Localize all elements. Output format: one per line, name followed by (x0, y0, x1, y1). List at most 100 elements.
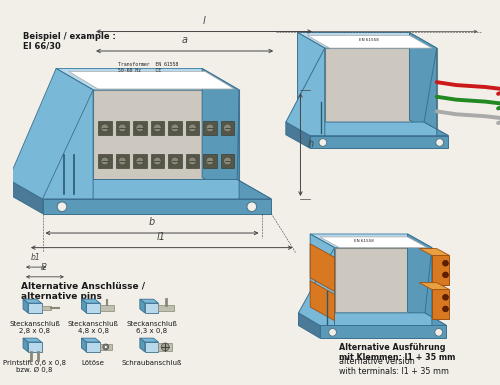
Circle shape (206, 157, 214, 165)
Polygon shape (23, 338, 28, 352)
Bar (168, 154, 181, 168)
Text: Alternative Anschlüsse /
alternative pins: Alternative Anschlüsse / alternative pin… (21, 282, 145, 301)
Circle shape (224, 124, 232, 132)
Polygon shape (424, 48, 448, 136)
Polygon shape (334, 248, 432, 325)
Polygon shape (23, 338, 42, 342)
Polygon shape (286, 122, 448, 136)
Bar (203, 154, 216, 168)
Polygon shape (298, 313, 446, 325)
Polygon shape (140, 299, 158, 303)
Circle shape (188, 124, 196, 132)
Polygon shape (86, 303, 100, 313)
Circle shape (442, 306, 448, 312)
Polygon shape (8, 69, 93, 199)
Circle shape (162, 343, 169, 351)
Polygon shape (144, 303, 158, 313)
Polygon shape (8, 90, 93, 199)
Polygon shape (419, 283, 450, 290)
Polygon shape (310, 281, 334, 321)
Polygon shape (298, 248, 334, 325)
Polygon shape (432, 290, 450, 319)
Polygon shape (310, 136, 448, 148)
Circle shape (319, 139, 326, 146)
Polygon shape (8, 179, 42, 214)
Polygon shape (28, 303, 42, 313)
Polygon shape (140, 299, 144, 313)
Text: l1: l1 (157, 232, 166, 242)
Bar (98, 121, 112, 135)
Text: Schraubanschluß: Schraubanschluß (122, 360, 182, 366)
Polygon shape (158, 305, 174, 311)
Text: EN 61558: EN 61558 (359, 38, 378, 42)
Text: l: l (202, 16, 205, 26)
Text: EN 61558: EN 61558 (354, 239, 374, 243)
Polygon shape (42, 199, 272, 214)
Circle shape (171, 157, 179, 165)
Polygon shape (56, 69, 93, 199)
Circle shape (57, 202, 67, 212)
Bar (98, 154, 112, 168)
Polygon shape (286, 122, 310, 148)
Text: Alternative Ausführung
mit Klemmen: l1 + 35 mm: Alternative Ausführung mit Klemmen: l1 +… (340, 343, 456, 362)
Text: h: h (308, 139, 314, 149)
Text: b1: b1 (31, 253, 40, 262)
Circle shape (118, 157, 126, 165)
Polygon shape (308, 35, 432, 48)
Polygon shape (42, 306, 51, 310)
Circle shape (435, 328, 442, 336)
Polygon shape (298, 313, 320, 338)
Polygon shape (93, 90, 239, 199)
Polygon shape (82, 338, 86, 352)
Polygon shape (86, 342, 100, 352)
Circle shape (136, 157, 143, 165)
Polygon shape (56, 69, 239, 90)
Polygon shape (82, 299, 86, 313)
Polygon shape (82, 338, 100, 342)
Polygon shape (23, 299, 42, 303)
Bar (133, 121, 146, 135)
Bar (150, 154, 164, 168)
Polygon shape (310, 234, 432, 248)
Polygon shape (408, 234, 432, 325)
Polygon shape (298, 32, 436, 48)
Polygon shape (419, 249, 450, 255)
Polygon shape (425, 248, 446, 325)
Polygon shape (320, 237, 427, 248)
Polygon shape (237, 90, 272, 199)
Bar (220, 154, 234, 168)
Polygon shape (202, 69, 239, 199)
Polygon shape (144, 342, 158, 352)
Circle shape (442, 260, 448, 266)
Polygon shape (310, 234, 334, 325)
Circle shape (136, 124, 143, 132)
Text: alternative version
with terminals: l1 + 35 mm: alternative version with terminals: l1 +… (340, 357, 450, 376)
Circle shape (206, 124, 214, 132)
Polygon shape (8, 179, 272, 199)
Text: Steckanschluß
4,8 x 0,8: Steckanschluß 4,8 x 0,8 (68, 321, 118, 334)
Circle shape (188, 157, 196, 165)
Circle shape (328, 328, 336, 336)
Bar (186, 121, 199, 135)
Polygon shape (320, 325, 446, 338)
Circle shape (104, 345, 107, 348)
Circle shape (442, 272, 448, 278)
Polygon shape (158, 343, 172, 351)
Circle shape (436, 139, 444, 146)
Bar (186, 154, 199, 168)
Polygon shape (100, 344, 112, 350)
Text: Beispiel / example :
EI 66/30: Beispiel / example : EI 66/30 (23, 32, 116, 51)
Bar (133, 154, 146, 168)
Text: Steckanschluß
6,3 x 0,8: Steckanschluß 6,3 x 0,8 (126, 321, 177, 334)
Polygon shape (325, 48, 436, 136)
Bar (116, 154, 129, 168)
Polygon shape (432, 255, 450, 285)
Bar (150, 121, 164, 135)
Text: Printstift 0,6 x 0,8
bzw. Ø 0,8: Printstift 0,6 x 0,8 bzw. Ø 0,8 (3, 360, 66, 373)
Circle shape (247, 202, 256, 212)
Polygon shape (23, 299, 28, 313)
Polygon shape (140, 338, 158, 342)
Text: Steckanschluß
2,8 x 0,8: Steckanschluß 2,8 x 0,8 (10, 321, 60, 334)
Text: Transformer  EN 61558
50-60 Hz     CE: Transformer EN 61558 50-60 Hz CE (118, 62, 179, 73)
Polygon shape (100, 305, 114, 311)
